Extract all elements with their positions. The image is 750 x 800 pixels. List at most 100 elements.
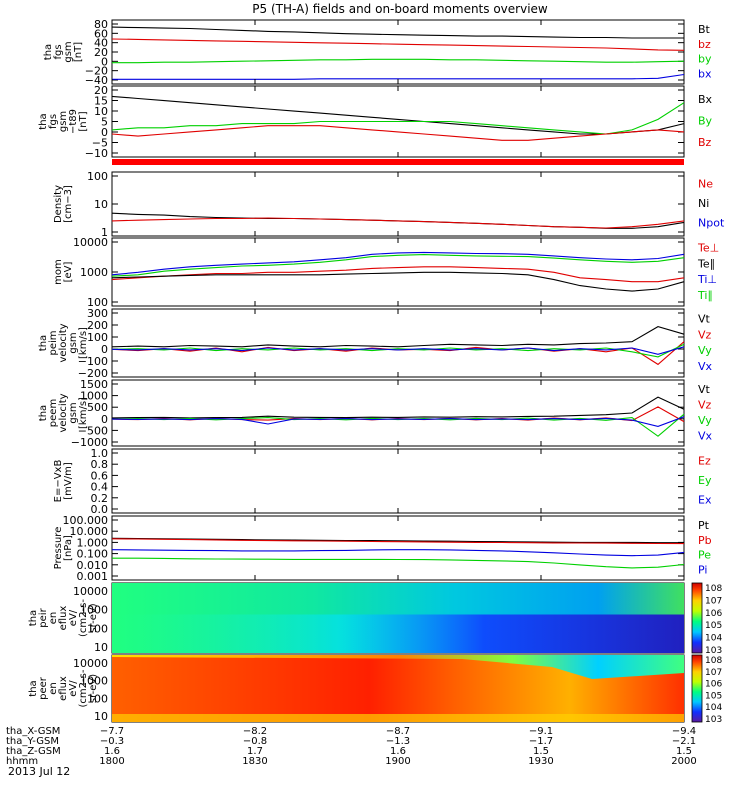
spectrogram-low-band (112, 714, 684, 722)
ephemeris-value: −1.3 (386, 736, 410, 747)
legend-entry: By (698, 114, 713, 127)
spectrogram-high-energy (112, 655, 684, 679)
legend-entry: Pb (698, 534, 712, 547)
series-line-blue (111, 251, 685, 276)
y-tick-label: −100 (78, 355, 108, 368)
legend-entry: Te⊥ (697, 241, 719, 254)
ephemeris-table: tha_X-GSM −7.7 −8.2 −8.7 −9.1 −9.4 tha_Y-GSM −0… (6, 726, 697, 767)
y-axis-label: tha (43, 44, 54, 60)
series-line-black (111, 95, 685, 135)
colorbar-label: 103 (705, 715, 722, 725)
panel-frame (111, 379, 685, 447)
legend-entry: Ey (698, 474, 712, 487)
y-axis-label: [mV/m] (63, 462, 74, 500)
y-tick-label: 20 (94, 84, 108, 97)
y-tick-label: 0 (101, 343, 108, 356)
panel-frame (111, 448, 685, 514)
y-tick-label: 10000 (73, 657, 108, 670)
legend-entry: Ez (698, 455, 711, 468)
y-axis-label: tha (38, 335, 49, 351)
y-axis-label: [cm−3] (63, 185, 74, 223)
ephemeris-value: 1800 (99, 756, 124, 767)
y-tick-label: 0 (101, 126, 108, 139)
legend-entry: Pi (698, 564, 707, 577)
y-tick-label: 10 (94, 105, 108, 118)
y-axis-label: peem (48, 399, 59, 427)
ephemeris-value: −8.2 (243, 726, 267, 737)
legend-entry: by (698, 53, 712, 66)
ephemeris-label: tha_Y-GSM (6, 736, 59, 747)
y-tick-label: −5 (92, 137, 108, 150)
legend-entry: Pt (698, 519, 710, 532)
y-axis-label: [eV] (63, 262, 74, 283)
panel-frame (111, 515, 685, 581)
y-axis-label: velocity (58, 393, 69, 432)
panel-density: 100 10 1 Density [cm−3] Ne Ni Npot (53, 170, 725, 239)
legend-entry: Vy (698, 414, 712, 427)
y-axis-label: Pressure (53, 527, 64, 570)
ephemeris-value: 1.6 (104, 746, 120, 757)
y-axis-label: tha (28, 610, 39, 626)
y-axis-label: [nT] (78, 111, 89, 131)
legend-entry: Vz (698, 399, 712, 412)
y-tick-label: 100 (87, 622, 108, 635)
legend-entry: Ne (698, 178, 713, 191)
legend-entry: Vz (698, 328, 712, 341)
y-axis-label: fgs (48, 114, 59, 129)
legend-entry: Vt (698, 312, 711, 325)
colorbar-label: 107 (705, 596, 722, 606)
y-axis-label: en (48, 682, 59, 695)
series-line-blue (111, 346, 685, 355)
y-tick-label: 5 (101, 116, 108, 129)
series-line-red (111, 217, 685, 229)
y-axis-label: eV/ (68, 609, 79, 626)
colorbar-label: 104 (705, 703, 722, 713)
series-line-black (111, 396, 685, 419)
y-tick-label: 1000 (80, 266, 108, 279)
legend-entry: Vx (698, 429, 713, 442)
y-tick-label: 10000 (73, 585, 108, 598)
y-tick-label: 300 (87, 307, 108, 320)
y-tick-label: −1000 (71, 436, 108, 449)
series-line-black (111, 537, 684, 544)
series-line-red (111, 266, 685, 283)
series-line-red (111, 341, 685, 366)
y-tick-label: 100 (87, 296, 108, 309)
y-axis-label: peer (38, 676, 49, 700)
y-tick-label: −20 (85, 65, 108, 78)
y-axis-label: [km/s] (78, 397, 89, 429)
ephemeris-value: 1.7 (247, 746, 263, 757)
y-tick-label: 10 (94, 710, 108, 723)
colorbar-label: 108 (705, 656, 722, 666)
legend-entry: Ti∥ (697, 289, 713, 302)
y-tick-label: 0.010 (77, 559, 109, 572)
ion-energy-spectrogram (112, 583, 684, 653)
y-axis-label: tha (28, 680, 39, 696)
y-tick-label: 200 (87, 319, 108, 332)
y-tick-label: 60 (94, 27, 108, 40)
y-tick-label: 0 (101, 55, 108, 68)
y-tick-label: 1000 (80, 675, 108, 688)
y-axis-label: en (48, 612, 59, 625)
legend-entry: Pe (698, 549, 711, 562)
colorbar (691, 654, 703, 723)
legend-entry: Te∥ (697, 257, 715, 270)
legend-entry: Vx (698, 360, 713, 373)
ephemeris-value: 1.5 (533, 746, 549, 757)
ephemeris-value: −0.3 (100, 736, 124, 747)
y-axis-label: tha (38, 405, 49, 421)
ephemeris-value: −1.7 (529, 736, 553, 747)
ephemeris-label: tha_X-GSM (6, 726, 60, 737)
ephemeris-value: −2.1 (672, 736, 696, 747)
series-line-black (111, 326, 685, 348)
ephemeris-value: 1.6 (390, 746, 406, 757)
y-axis-label: gsm (68, 402, 79, 423)
y-axis-label: mom (53, 259, 64, 285)
spectrogram-low-energy (112, 614, 684, 653)
